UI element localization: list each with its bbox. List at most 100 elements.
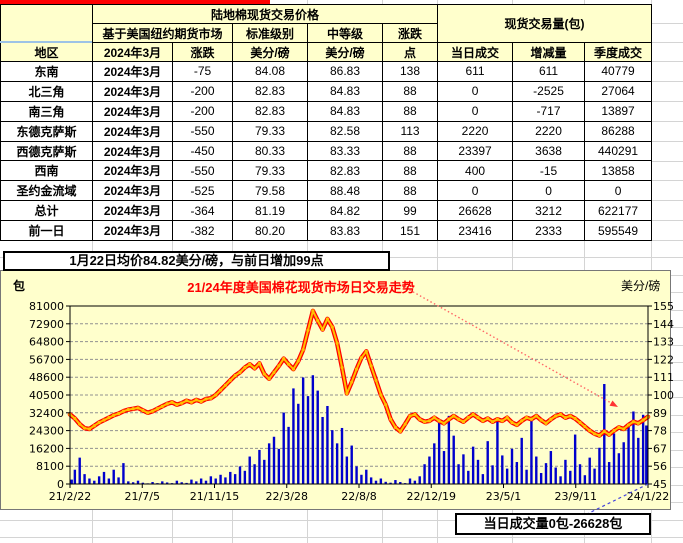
cell-standard[interactable]: 84.08 xyxy=(232,61,308,82)
cell-region[interactable]: 圣约金流域 xyxy=(0,180,93,202)
volume-bar[interactable] xyxy=(224,477,227,484)
volume-bar[interactable] xyxy=(413,480,417,484)
volume-bar[interactable] xyxy=(588,457,591,484)
volume-bar[interactable] xyxy=(267,443,271,484)
cell-change[interactable]: -382 xyxy=(172,220,233,242)
volume-bar[interactable] xyxy=(136,480,140,484)
cell-standard[interactable]: 79.33 xyxy=(232,160,308,182)
volume-bar[interactable] xyxy=(297,403,300,484)
cell-change[interactable]: -450 xyxy=(172,140,233,162)
volume-bar[interactable] xyxy=(161,481,164,484)
cell-points[interactable]: 88 xyxy=(381,180,439,202)
volume-bars[interactable] xyxy=(70,375,648,484)
volume-bar[interactable] xyxy=(326,405,329,484)
cell-month[interactable]: 2024年3月 xyxy=(92,100,173,122)
volume-bar[interactable] xyxy=(248,456,251,484)
cell-today[interactable]: 400 xyxy=(437,160,514,182)
cell-standard[interactable]: 82.83 xyxy=(232,80,308,102)
volume-bar[interactable] xyxy=(350,445,353,484)
volume-bar[interactable] xyxy=(340,427,344,484)
volume-bar[interactable] xyxy=(238,466,242,484)
volume-bar[interactable] xyxy=(384,481,387,484)
volume-bar[interactable] xyxy=(360,474,363,484)
volume-bar[interactable] xyxy=(102,471,106,484)
cell-delta[interactable]: 2220 xyxy=(512,120,586,142)
volume-bar[interactable] xyxy=(117,477,120,484)
volume-bar[interactable] xyxy=(632,411,635,484)
cell-region[interactable]: 西南 xyxy=(0,160,93,182)
volume-bar[interactable] xyxy=(112,469,115,484)
cell-month[interactable]: 2024年3月 xyxy=(92,220,173,242)
volume-bar[interactable] xyxy=(525,469,528,484)
cell-region[interactable]: 前一日 xyxy=(0,220,93,242)
cell-middle[interactable]: 83.83 xyxy=(307,220,383,242)
volume-bar[interactable] xyxy=(627,424,630,484)
cell-standard[interactable]: 82.83 xyxy=(232,100,308,122)
cell-region[interactable]: 西德克萨斯 xyxy=(0,140,93,162)
volume-bar[interactable] xyxy=(583,475,587,484)
volume-bar[interactable] xyxy=(374,480,378,484)
volume-bar[interactable] xyxy=(467,470,470,484)
cell-change[interactable]: -75 xyxy=(172,61,233,82)
volume-bar[interactable] xyxy=(433,443,436,484)
volume-bar[interactable] xyxy=(369,477,373,484)
volume-bar[interactable] xyxy=(180,482,183,484)
cell-season[interactable]: 13858 xyxy=(584,160,653,182)
volume-bar[interactable] xyxy=(496,420,499,484)
column-header-6[interactable]: 当日成交 xyxy=(437,42,514,62)
cell-month[interactable]: 2024年3月 xyxy=(92,140,173,162)
volume-bar[interactable] xyxy=(88,478,91,484)
cell-change[interactable]: -200 xyxy=(172,80,233,102)
volume-bar[interactable] xyxy=(365,469,368,484)
volume-bar[interactable] xyxy=(345,456,349,484)
volume-bar[interactable] xyxy=(78,457,81,484)
cell-change[interactable]: -200 xyxy=(172,100,233,122)
volume-bar[interactable] xyxy=(637,437,640,484)
volume-bar[interactable] xyxy=(97,476,101,484)
cell-delta[interactable]: 3212 xyxy=(512,200,586,222)
volume-bar[interactable] xyxy=(277,448,281,484)
volume-bar[interactable] xyxy=(219,474,222,484)
cell-season[interactable]: 595549 xyxy=(584,220,653,242)
volume-bar[interactable] xyxy=(645,425,648,484)
cell-delta[interactable]: -2525 xyxy=(512,80,586,102)
price-line[interactable] xyxy=(67,308,651,438)
cell-delta[interactable]: 611 xyxy=(512,61,586,82)
column-header-5[interactable]: 点 xyxy=(381,42,439,62)
volume-bar[interactable] xyxy=(335,443,339,484)
volume-bar[interactable] xyxy=(199,478,203,484)
volume-bar[interactable] xyxy=(127,481,130,484)
volume-bar[interactable] xyxy=(428,456,431,484)
cell-middle[interactable]: 83.33 xyxy=(307,140,383,162)
cell-season[interactable]: 0 xyxy=(584,180,653,202)
volume-bar[interactable] xyxy=(418,476,421,484)
volume-bar[interactable] xyxy=(539,473,543,484)
volume-bar[interactable] xyxy=(379,478,383,484)
volume-bar[interactable] xyxy=(209,476,213,484)
volume-bar[interactable] xyxy=(447,415,451,484)
column-header-7[interactable]: 增减量 xyxy=(512,42,586,62)
cell-middle[interactable]: 84.83 xyxy=(307,100,383,122)
cell-month[interactable]: 2024年3月 xyxy=(92,200,173,222)
cell-delta[interactable]: 2333 xyxy=(512,220,586,242)
volume-bar[interactable] xyxy=(233,474,237,484)
volume-bar[interactable] xyxy=(165,482,169,484)
volume-bar[interactable] xyxy=(175,480,179,484)
volume-bar[interactable] xyxy=(151,482,154,484)
cell-delta[interactable]: -717 xyxy=(512,100,586,122)
cell-middle[interactable]: 86.83 xyxy=(307,61,383,82)
cell-season[interactable]: 440291 xyxy=(584,140,653,162)
volume-bar[interactable] xyxy=(399,482,402,484)
cell-month[interactable]: 2024年3月 xyxy=(92,80,173,102)
volume-bar[interactable] xyxy=(486,441,489,484)
cell-middle[interactable]: 84.83 xyxy=(307,80,383,102)
cell-season[interactable]: 27064 xyxy=(584,80,653,102)
volume-bar[interactable] xyxy=(535,456,538,484)
cell-today[interactable]: 0 xyxy=(437,80,514,102)
volume-bar[interactable] xyxy=(214,478,217,484)
volume-bar[interactable] xyxy=(607,462,611,484)
volume-bar[interactable] xyxy=(544,463,548,484)
cell-season[interactable]: 622177 xyxy=(584,200,653,222)
volume-bar[interactable] xyxy=(442,451,446,484)
